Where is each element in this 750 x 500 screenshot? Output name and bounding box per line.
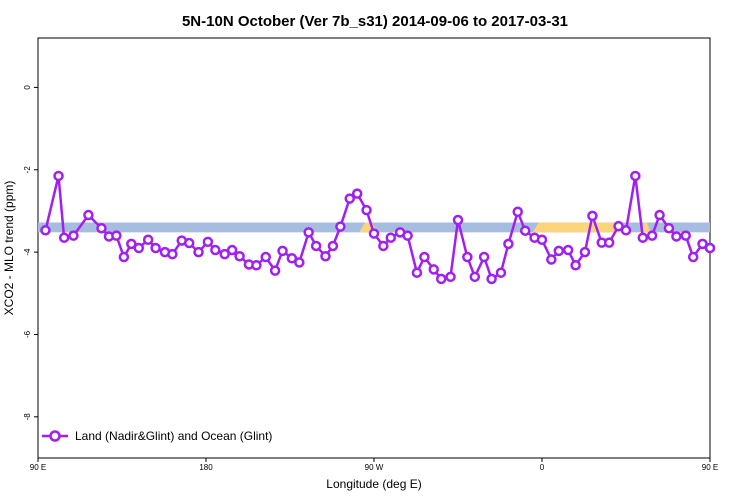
data-point — [637, 232, 649, 243]
data-point — [40, 225, 51, 236]
data-point — [277, 245, 288, 257]
data-point — [546, 254, 557, 265]
x-axis-label: Longitude (deg E) — [326, 477, 421, 491]
y-tick-label: 0 — [23, 85, 32, 90]
data-point — [445, 271, 456, 283]
data-point — [697, 238, 708, 250]
series-layer — [40, 170, 716, 285]
data-point — [630, 170, 641, 182]
data-point — [704, 242, 716, 254]
data-point — [118, 251, 130, 263]
data-point — [150, 242, 161, 254]
data-point — [53, 170, 64, 182]
data-point — [368, 228, 380, 239]
data-point — [671, 231, 682, 242]
data-point — [133, 242, 145, 254]
data-point — [663, 222, 675, 234]
chart-title: 5N-10N October (Ver 7b_s31) 2014-09-06 t… — [182, 13, 568, 30]
x-tick-label: 90 E — [702, 463, 718, 472]
data-point — [68, 230, 79, 241]
data-point — [327, 240, 339, 252]
data-point — [361, 204, 372, 216]
data-point — [536, 234, 548, 246]
data-point — [495, 267, 507, 278]
data-point — [613, 220, 624, 232]
y-axis-label: XCO2 - MLO trend (ppm) — [2, 181, 16, 316]
data-point — [512, 206, 523, 218]
data-point — [251, 260, 262, 271]
data-point — [687, 251, 699, 263]
data-point — [435, 273, 447, 285]
data-point — [183, 237, 195, 249]
data-point — [167, 248, 178, 260]
y-axis: 0 -2 -4 -6 -8 — [23, 85, 38, 421]
band-highlight-3 — [640, 222, 651, 233]
data-point — [411, 267, 423, 278]
data-point — [303, 227, 314, 238]
legend: Land (Nadir&Glint) and Ocean (Glint) — [42, 429, 272, 443]
x-tick-label: 90 W — [365, 463, 384, 472]
data-point — [234, 250, 245, 262]
data-point — [378, 240, 389, 252]
data-point — [351, 188, 363, 199]
y-tick-label: -8 — [23, 413, 32, 421]
data-point — [469, 271, 481, 283]
legend-marker-swatch — [49, 430, 61, 442]
data-point — [402, 230, 413, 241]
data-point — [680, 230, 691, 241]
data-point — [570, 260, 581, 271]
y-tick-label: -4 — [23, 248, 32, 256]
data-point — [335, 221, 346, 232]
data-point — [419, 251, 430, 263]
data-point — [286, 253, 298, 264]
data-point — [58, 232, 70, 243]
data-point — [226, 244, 238, 256]
data-point — [486, 273, 497, 285]
data-point — [579, 246, 591, 258]
data-point — [202, 236, 214, 248]
band-highlight-1 — [532, 222, 625, 233]
data-point — [603, 237, 615, 248]
data-point — [654, 209, 665, 221]
data-point — [193, 246, 204, 258]
data-point — [111, 230, 122, 241]
data-point — [478, 251, 490, 263]
plot-area — [37, 37, 716, 459]
data-point — [83, 209, 94, 221]
data-point — [562, 244, 574, 256]
data-point — [260, 251, 271, 263]
data-point — [142, 234, 154, 246]
data-point — [503, 238, 514, 250]
data-point — [126, 238, 137, 250]
data-point — [210, 244, 221, 256]
data-point — [96, 222, 107, 234]
x-tick-label: 90 E — [30, 463, 46, 472]
data-point — [269, 265, 281, 276]
x-axis: 90 E 180 90 W 0 90 E — [30, 458, 718, 472]
data-point — [219, 248, 230, 260]
data-point — [452, 214, 464, 226]
legend-label: Land (Nadir&Glint) and Ocean (Glint) — [75, 429, 272, 443]
data-point — [320, 250, 331, 262]
data-point — [385, 232, 397, 243]
data-point — [462, 251, 473, 263]
data-point — [310, 240, 322, 252]
x-tick-label: 0 — [540, 463, 545, 472]
data-point — [519, 225, 531, 236]
data-point — [344, 193, 355, 204]
data-point — [294, 257, 305, 268]
data-point — [587, 210, 598, 222]
data-point — [553, 245, 565, 257]
data-point — [428, 264, 439, 275]
y-tick-label: -6 — [23, 330, 32, 338]
y-tick-label: -2 — [23, 166, 32, 174]
data-point — [646, 230, 658, 241]
data-point — [620, 225, 632, 236]
x-tick-label: 180 — [199, 463, 213, 472]
